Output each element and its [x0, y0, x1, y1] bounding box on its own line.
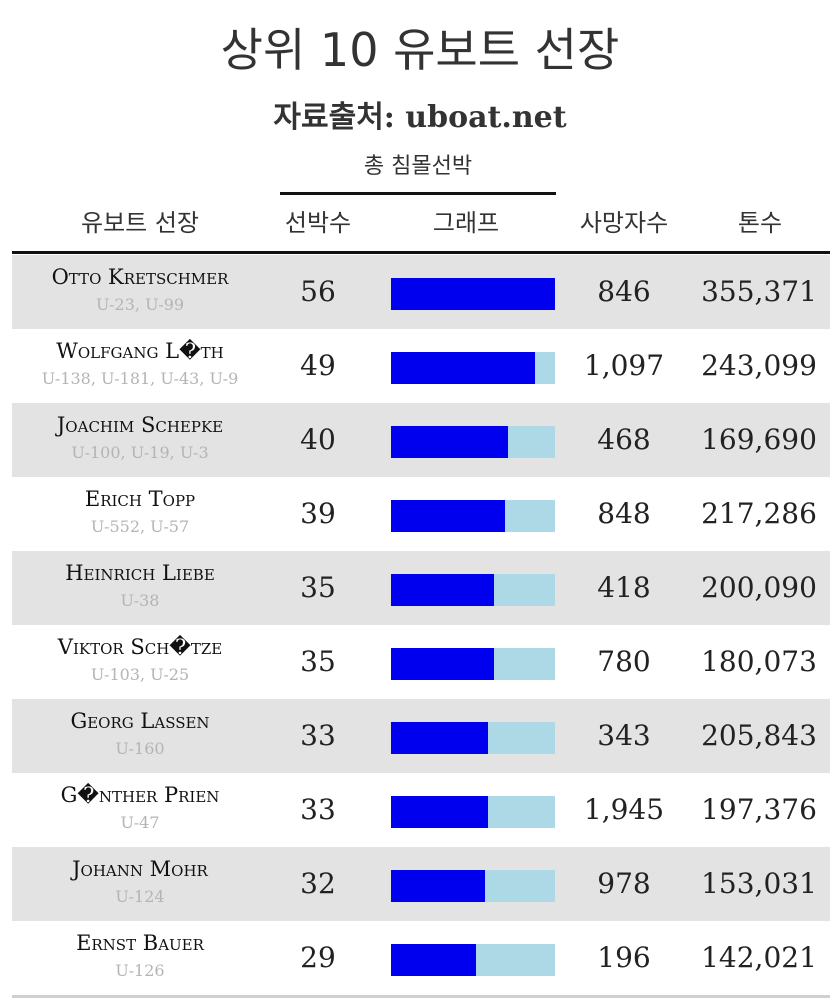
captain-name: Heinrich Liebe	[65, 561, 215, 585]
table-row: Erich Topp U-552, U-57 39 848 217,286	[12, 477, 830, 551]
table-row: Johann Mohr U-124 32 978 153,031	[12, 847, 830, 921]
table-row: Viktor Sch�tze U-103, U-25 35 780 180,073	[12, 625, 830, 699]
uboat-list: U-124	[115, 887, 165, 906]
ships-bar	[391, 574, 494, 606]
ships-bar-track	[391, 278, 555, 310]
ships-sunk-value: 33	[300, 793, 336, 826]
deaths-value: 1,097	[583, 349, 665, 382]
table-bottom-rule	[12, 995, 830, 998]
ships-sunk-value: 56	[300, 275, 336, 308]
col-header-tonnage: 톤수	[737, 209, 783, 237]
uboat-list: U-138, U-181, U-43, U-9	[41, 369, 239, 388]
uboat-list: U-100, U-19, U-3	[71, 443, 209, 462]
ships-bar	[391, 722, 488, 754]
tonnage-value: 142,021	[701, 941, 817, 974]
ships-bar	[391, 500, 506, 532]
uboat-list: U-38	[120, 591, 160, 610]
captain-name: Ernst Bauer	[76, 931, 204, 955]
ships-bar	[391, 278, 555, 310]
tonnage-value: 153,031	[701, 867, 817, 900]
ships-bar-track	[391, 870, 555, 902]
ships-bar-track	[391, 944, 555, 976]
captain-name: Wolfgang L�th	[56, 339, 224, 363]
deaths-value: 1,945	[583, 793, 665, 826]
tonnage-value: 180,073	[701, 645, 817, 678]
uboat-list: U-160	[115, 739, 165, 758]
tonnage-value: 197,376	[701, 793, 817, 826]
deaths-value: 418	[597, 571, 651, 604]
source-subtitle: 자료출처: uboat.net	[273, 100, 567, 135]
ships-bar-track	[391, 796, 555, 828]
deaths-value: 846	[597, 275, 651, 308]
ships-bar-track	[391, 574, 555, 606]
captain-name: Erich Topp	[84, 487, 196, 511]
captain-name: Joachim Schepke	[56, 413, 224, 437]
deaths-value: 343	[597, 719, 651, 752]
table-row: Otto Kretschmer U-23, U-99 56 846 355,371	[12, 255, 830, 329]
table-row: Heinrich Liebe U-38 35 418 200,090	[12, 551, 830, 625]
uboat-list: U-47	[120, 813, 160, 832]
ships-bar-track	[391, 500, 555, 532]
ships-bar	[391, 944, 476, 976]
deaths-value: 848	[597, 497, 651, 530]
table-row: Wolfgang L�th U-138, U-181, U-43, U-9 49 1,…	[12, 329, 830, 403]
captain-name: Viktor Sch�tze	[57, 635, 223, 659]
total-sunk-spanner: 총 침몰선박	[280, 152, 556, 195]
col-header-captain: 유보트 선장	[80, 209, 200, 237]
tonnage-value: 169,690	[701, 423, 817, 456]
deaths-value: 780	[597, 645, 651, 678]
table-row: Ernst Bauer U-126 29 196 142,021	[12, 921, 830, 995]
table-row: Joachim Schepke U-100, U-19, U-3 40 468 169,…	[12, 403, 830, 477]
ships-bar	[391, 426, 509, 458]
table-row: G�nther Prien U-47 33 1,945 197,376	[12, 773, 830, 847]
captain-name: G�nther Prien	[60, 783, 220, 807]
col-header-ships: 선박수	[284, 209, 352, 237]
ships-sunk-value: 35	[300, 645, 336, 678]
tonnage-value: 200,090	[701, 571, 817, 604]
deaths-value: 196	[597, 941, 651, 974]
uboat-list: U-23, U-99	[95, 295, 185, 314]
tonnage-value: 355,371	[701, 275, 817, 308]
header-rule	[12, 251, 830, 254]
ships-sunk-value: 40	[300, 423, 336, 456]
ships-bar-track	[391, 426, 555, 458]
deaths-value: 978	[597, 867, 651, 900]
deaths-value: 468	[597, 423, 651, 456]
captain-name: Otto Kretschmer	[51, 265, 229, 289]
uboat-list: U-552, U-57	[90, 517, 190, 536]
ships-bar	[391, 648, 494, 680]
captains-table-body: Otto Kretschmer U-23, U-99 56 846 355,371 Wol…	[12, 255, 830, 995]
ships-sunk-value: 29	[300, 941, 336, 974]
ships-bar	[391, 870, 485, 902]
captain-name: Georg Lassen	[70, 709, 210, 733]
ships-sunk-value: 49	[300, 349, 336, 382]
col-header-deaths: 사망자수	[579, 209, 669, 237]
ships-bar	[391, 352, 535, 384]
tonnage-value: 217,286	[701, 497, 817, 530]
ships-bar-track	[391, 648, 555, 680]
ships-bar-track	[391, 352, 555, 384]
tonnage-value: 243,099	[701, 349, 817, 382]
ships-sunk-value: 35	[300, 571, 336, 604]
page-title: 상위 10 유보트 선장	[220, 23, 620, 77]
ships-bar-track	[391, 722, 555, 754]
ships-sunk-value: 32	[300, 867, 336, 900]
uboat-list: U-103, U-25	[90, 665, 190, 684]
ships-bar	[391, 796, 488, 828]
captain-name: Johann Mohr	[72, 857, 208, 881]
col-header-graph: 그래프	[432, 209, 500, 237]
uboat-list: U-126	[115, 961, 165, 980]
tonnage-value: 205,843	[701, 719, 817, 752]
ships-sunk-value: 33	[300, 719, 336, 752]
ships-sunk-value: 39	[300, 497, 336, 530]
table-row: Georg Lassen U-160 33 343 205,843	[12, 699, 830, 773]
